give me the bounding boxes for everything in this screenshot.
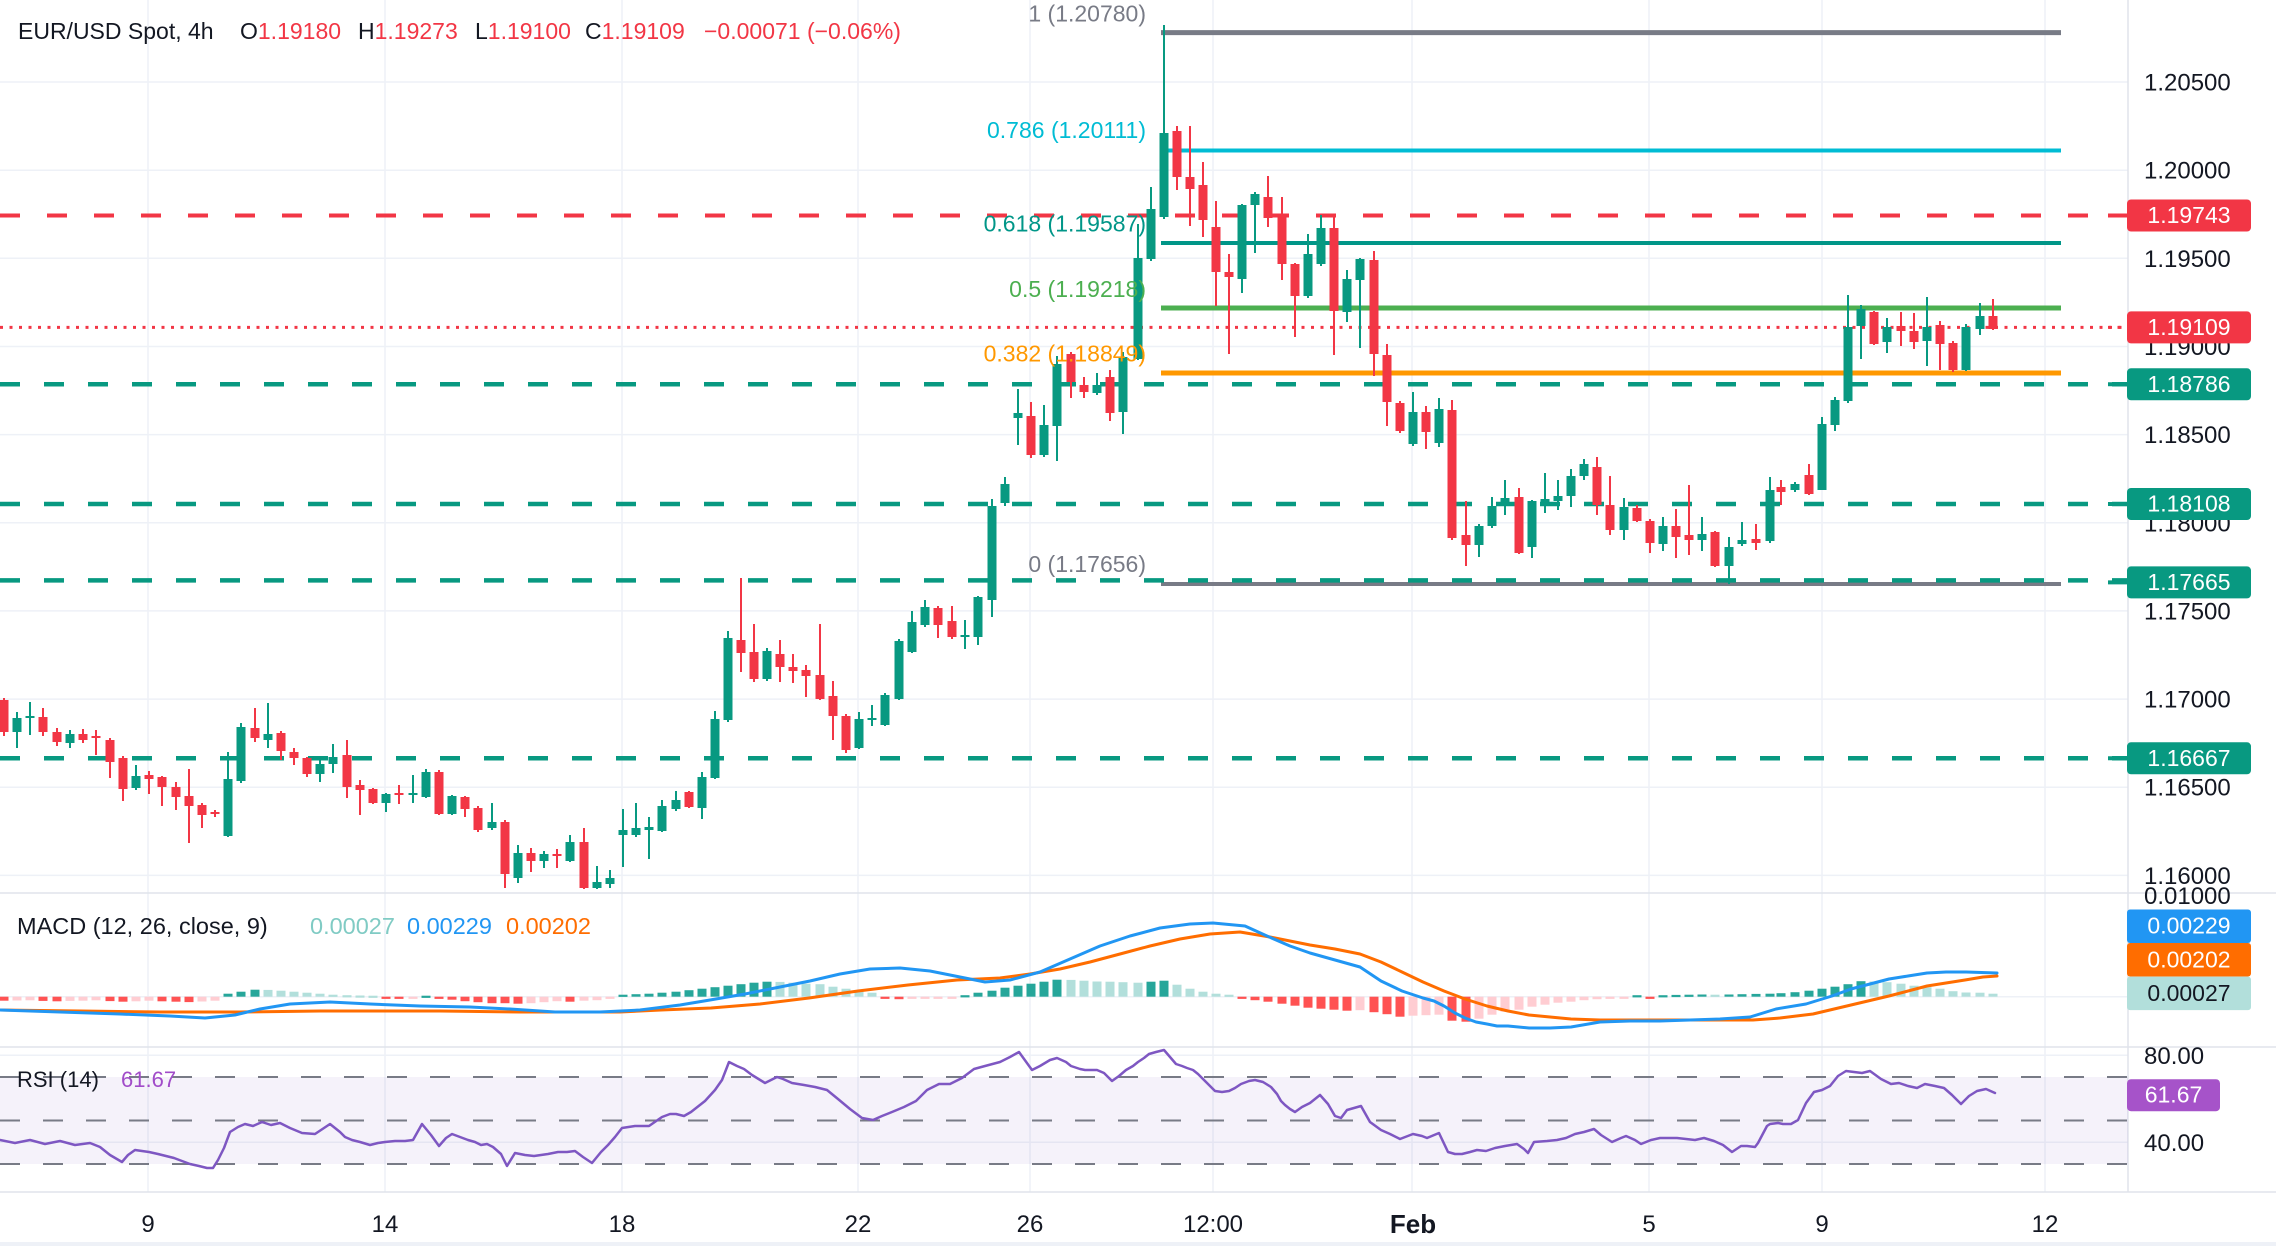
svg-text:1.20500: 1.20500 bbox=[2144, 70, 2231, 97]
svg-text:0.5 (1.19218): 0.5 (1.19218) bbox=[1009, 276, 1146, 302]
svg-text:0.00229: 0.00229 bbox=[2147, 913, 2230, 939]
svg-text:1.17665: 1.17665 bbox=[2147, 569, 2230, 595]
svg-text:0.382 (1.18849): 0.382 (1.18849) bbox=[984, 341, 1146, 367]
svg-text:1.18786: 1.18786 bbox=[2147, 371, 2230, 397]
svg-text:26: 26 bbox=[1017, 1211, 1044, 1238]
svg-text:1.18500: 1.18500 bbox=[2144, 422, 2231, 449]
svg-text:0.00027: 0.00027 bbox=[2147, 980, 2230, 1006]
svg-text:12:00: 12:00 bbox=[1183, 1211, 1243, 1238]
svg-text:1.16500: 1.16500 bbox=[2144, 775, 2231, 802]
svg-text:0.01000: 0.01000 bbox=[2144, 883, 2231, 910]
svg-text:18: 18 bbox=[609, 1211, 636, 1238]
svg-text:61.67: 61.67 bbox=[2145, 1082, 2203, 1108]
svg-text:9: 9 bbox=[1815, 1211, 1828, 1238]
svg-text:1.19500: 1.19500 bbox=[2144, 246, 2231, 273]
svg-text:1.17500: 1.17500 bbox=[2144, 598, 2231, 625]
svg-text:0 (1.17656): 0 (1.17656) bbox=[1028, 551, 1146, 577]
svg-text:1 (1.20780): 1 (1.20780) bbox=[1028, 1, 1146, 27]
svg-text:0.00202: 0.00202 bbox=[2147, 946, 2230, 972]
svg-text:1.16000: 1.16000 bbox=[2144, 863, 2231, 890]
svg-text:40.00: 40.00 bbox=[2144, 1130, 2204, 1157]
svg-text:1.16667: 1.16667 bbox=[2147, 745, 2230, 771]
svg-text:1.20000: 1.20000 bbox=[2144, 158, 2231, 185]
svg-text:14: 14 bbox=[372, 1211, 399, 1238]
svg-text:1.19743: 1.19743 bbox=[2147, 202, 2230, 228]
svg-text:12: 12 bbox=[2032, 1211, 2059, 1238]
svg-text:80.00: 80.00 bbox=[2144, 1043, 2204, 1070]
svg-text:0.618 (1.19587): 0.618 (1.19587) bbox=[984, 211, 1146, 237]
svg-text:RSI (14)61.67: RSI (14) 61.67 bbox=[17, 1067, 176, 1092]
svg-text:Feb: Feb bbox=[1390, 1209, 1436, 1239]
svg-text:22: 22 bbox=[845, 1211, 872, 1238]
svg-text:0.786 (1.20111): 0.786 (1.20111) bbox=[987, 117, 1146, 143]
svg-text:1.19109: 1.19109 bbox=[2147, 314, 2230, 340]
svg-text:5: 5 bbox=[1642, 1211, 1655, 1238]
svg-text:1.17000: 1.17000 bbox=[2144, 687, 2231, 714]
svg-text:9: 9 bbox=[141, 1211, 154, 1238]
svg-text:1.18108: 1.18108 bbox=[2147, 491, 2230, 517]
